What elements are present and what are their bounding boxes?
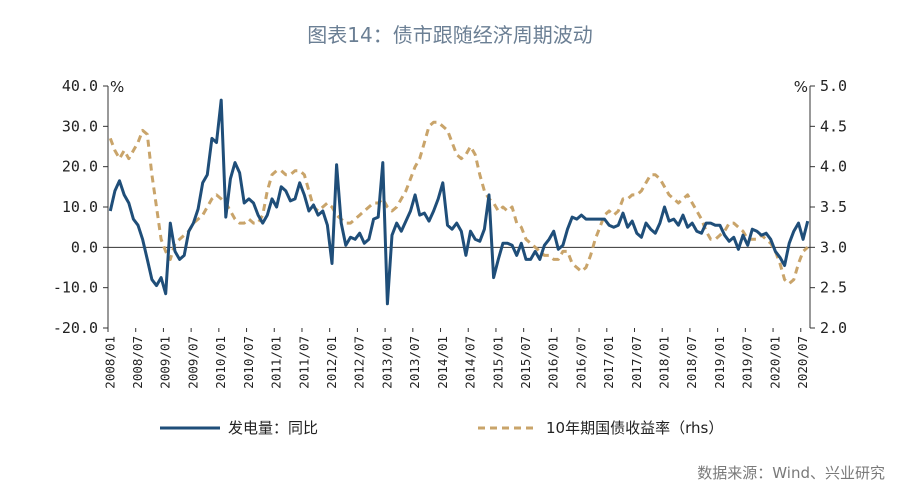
left-tick-label: 10.0 bbox=[62, 198, 98, 216]
left-tick-label: 30.0 bbox=[62, 117, 98, 135]
x-tick-label: 2011/01 bbox=[269, 336, 284, 389]
right-tick-label: 2.0 bbox=[820, 319, 847, 337]
left-axis-unit: % bbox=[110, 78, 124, 96]
right-tick-label: 5.0 bbox=[820, 77, 847, 95]
series-line-yield bbox=[108, 120, 809, 286]
series-layer bbox=[108, 98, 810, 306]
x-tick-label: 2015/07 bbox=[518, 336, 533, 389]
x-tick-label: 2013/01 bbox=[379, 336, 394, 389]
x-tick-label: 2020/07 bbox=[795, 336, 810, 389]
legend-label-yield: 10年期国债收益率（rhs） bbox=[546, 419, 723, 437]
x-tick-label: 2014/01 bbox=[435, 336, 450, 389]
left-tick-label: -10.0 bbox=[53, 279, 98, 297]
x-tick-label: 2012/01 bbox=[324, 336, 339, 389]
x-tick-label: 2016/01 bbox=[546, 336, 561, 389]
legend-label-output: 发电量：同比 bbox=[228, 419, 318, 437]
x-tick-label: 2008/07 bbox=[130, 336, 145, 389]
x-tick-label: 2010/01 bbox=[213, 336, 228, 389]
legend: 发电量：同比 10年期国债收益率（rhs） bbox=[160, 419, 723, 437]
right-axis-ticks: 5.0 4.5 4.0 3.5 3.0 2.5 2.0 bbox=[810, 77, 847, 337]
right-axis-unit: % bbox=[794, 78, 808, 96]
x-tick-label: 2010/07 bbox=[241, 336, 256, 389]
x-tick-label: 2012/07 bbox=[352, 336, 367, 389]
x-tick-label: 2009/01 bbox=[158, 336, 173, 389]
right-tick-label: 4.0 bbox=[820, 158, 847, 176]
x-tick-label: 2011/07 bbox=[296, 336, 311, 389]
left-tick-label: 20.0 bbox=[62, 158, 98, 176]
x-tick-label: 2014/07 bbox=[463, 336, 478, 389]
x-tick-label: 2017/07 bbox=[629, 336, 644, 389]
chart-title: 图表14：债市跟随经济周期波动 bbox=[307, 23, 592, 47]
right-tick-label: 3.0 bbox=[820, 238, 847, 256]
source-note: 数据来源：Wind、兴业研究 bbox=[697, 464, 885, 482]
right-tick-label: 3.5 bbox=[820, 198, 847, 216]
x-tick-label: 2019/01 bbox=[712, 336, 727, 389]
left-axis-ticks: 40.0 30.0 20.0 10.0 0.0 -10.0 -20.0 bbox=[53, 77, 108, 337]
x-tick-label: 2017/01 bbox=[601, 336, 616, 389]
left-tick-label: -20.0 bbox=[53, 319, 98, 337]
left-tick-label: 0.0 bbox=[71, 238, 98, 256]
left-tick-label: 40.0 bbox=[62, 77, 98, 95]
x-tick-label: 2016/07 bbox=[573, 336, 588, 389]
axes bbox=[107, 86, 811, 328]
right-tick-label: 4.5 bbox=[820, 117, 847, 135]
x-tick-label: 2018/07 bbox=[684, 336, 699, 389]
x-axis-ticks: 2008/01 2008/07 2009/01 2009/07 2010/01 2010/… bbox=[102, 328, 810, 389]
x-tick-label: 2020/01 bbox=[767, 336, 782, 389]
x-tick-label: 2015/01 bbox=[490, 336, 505, 389]
x-tick-label: 2013/07 bbox=[407, 336, 422, 389]
x-tick-label: 2019/07 bbox=[740, 336, 755, 389]
x-tick-label: 2008/01 bbox=[102, 336, 117, 389]
series-line-output bbox=[108, 98, 810, 306]
x-tick-label: 2018/01 bbox=[657, 336, 672, 389]
x-tick-label: 2009/07 bbox=[185, 336, 200, 389]
right-tick-label: 2.5 bbox=[820, 279, 847, 297]
